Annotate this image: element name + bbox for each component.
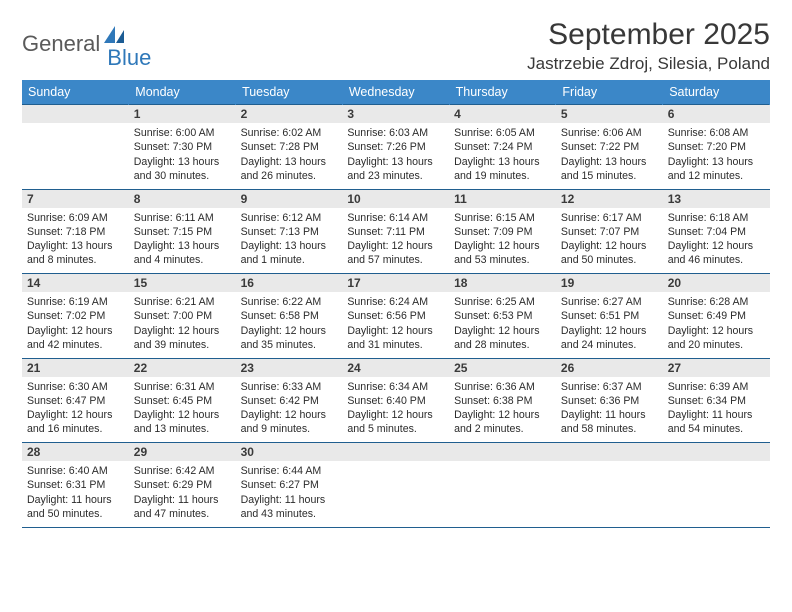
day-number-cell: 18: [449, 274, 556, 293]
month-title: September 2025: [527, 18, 770, 52]
day-number-cell: 29: [129, 443, 236, 462]
day-content-cell: Sunrise: 6:30 AMSunset: 6:47 PMDaylight:…: [22, 377, 129, 443]
day-number-cell: 1: [129, 105, 236, 124]
day-content-row: Sunrise: 6:09 AMSunset: 7:18 PMDaylight:…: [22, 208, 770, 274]
day-content-row: Sunrise: 6:30 AMSunset: 6:47 PMDaylight:…: [22, 377, 770, 443]
day-number-cell: 13: [663, 189, 770, 208]
day-number-cell: 14: [22, 274, 129, 293]
day-content-cell: Sunrise: 6:00 AMSunset: 7:30 PMDaylight:…: [129, 123, 236, 189]
day-number-cell: 12: [556, 189, 663, 208]
day-number-cell: 24: [342, 358, 449, 377]
day-content-cell: Sunrise: 6:17 AMSunset: 7:07 PMDaylight:…: [556, 208, 663, 274]
day-number-row: 14151617181920: [22, 274, 770, 293]
logo-text-general: General: [22, 31, 100, 57]
day-content-cell: Sunrise: 6:37 AMSunset: 6:36 PMDaylight:…: [556, 377, 663, 443]
day-number-row: 21222324252627: [22, 358, 770, 377]
day-content-cell: Sunrise: 6:39 AMSunset: 6:34 PMDaylight:…: [663, 377, 770, 443]
day-content-cell: Sunrise: 6:09 AMSunset: 7:18 PMDaylight:…: [22, 208, 129, 274]
logo: General Blue: [22, 18, 171, 61]
day-number-cell: 8: [129, 189, 236, 208]
day-content-cell: Sunrise: 6:44 AMSunset: 6:27 PMDaylight:…: [236, 461, 343, 527]
day-number-cell: 19: [556, 274, 663, 293]
day-number-cell: 10: [342, 189, 449, 208]
day-content-row: Sunrise: 6:40 AMSunset: 6:31 PMDaylight:…: [22, 461, 770, 527]
day-number-cell: 20: [663, 274, 770, 293]
day-number-cell: 2: [236, 105, 343, 124]
weekday-header: Friday: [556, 80, 663, 105]
day-number-cell: 3: [342, 105, 449, 124]
day-content-cell: [22, 123, 129, 189]
day-content-cell: Sunrise: 6:15 AMSunset: 7:09 PMDaylight:…: [449, 208, 556, 274]
day-number-cell: [663, 443, 770, 462]
day-number-cell: 26: [556, 358, 663, 377]
day-content-cell: Sunrise: 6:28 AMSunset: 6:49 PMDaylight:…: [663, 292, 770, 358]
day-number-cell: 27: [663, 358, 770, 377]
calendar-body: 123456Sunrise: 6:00 AMSunset: 7:30 PMDay…: [22, 105, 770, 528]
header: General Blue September 2025 Jastrzebie Z…: [22, 18, 770, 74]
day-number-cell: 6: [663, 105, 770, 124]
calendar-page: General Blue September 2025 Jastrzebie Z…: [0, 0, 792, 528]
day-number-cell: 21: [22, 358, 129, 377]
day-content-cell: Sunrise: 6:05 AMSunset: 7:24 PMDaylight:…: [449, 123, 556, 189]
day-content-cell: Sunrise: 6:21 AMSunset: 7:00 PMDaylight:…: [129, 292, 236, 358]
day-number-cell: 22: [129, 358, 236, 377]
day-content-cell: Sunrise: 6:33 AMSunset: 6:42 PMDaylight:…: [236, 377, 343, 443]
day-number-cell: 23: [236, 358, 343, 377]
day-number-cell: [556, 443, 663, 462]
day-number-row: 123456: [22, 105, 770, 124]
day-number-cell: [449, 443, 556, 462]
weekday-header: Thursday: [449, 80, 556, 105]
logo-text-blue: Blue: [107, 45, 151, 71]
day-content-cell: Sunrise: 6:25 AMSunset: 6:53 PMDaylight:…: [449, 292, 556, 358]
day-content-cell: [663, 461, 770, 527]
day-content-cell: Sunrise: 6:12 AMSunset: 7:13 PMDaylight:…: [236, 208, 343, 274]
weekday-header: Wednesday: [342, 80, 449, 105]
day-number-row: 78910111213: [22, 189, 770, 208]
day-content-cell: Sunrise: 6:06 AMSunset: 7:22 PMDaylight:…: [556, 123, 663, 189]
day-content-cell: Sunrise: 6:34 AMSunset: 6:40 PMDaylight:…: [342, 377, 449, 443]
weekday-header: Saturday: [663, 80, 770, 105]
day-content-cell: Sunrise: 6:18 AMSunset: 7:04 PMDaylight:…: [663, 208, 770, 274]
day-content-cell: [342, 461, 449, 527]
calendar-table: Sunday Monday Tuesday Wednesday Thursday…: [22, 80, 770, 528]
day-content-cell: Sunrise: 6:03 AMSunset: 7:26 PMDaylight:…: [342, 123, 449, 189]
day-content-cell: Sunrise: 6:14 AMSunset: 7:11 PMDaylight:…: [342, 208, 449, 274]
day-content-cell: Sunrise: 6:36 AMSunset: 6:38 PMDaylight:…: [449, 377, 556, 443]
day-number-cell: 9: [236, 189, 343, 208]
day-content-cell: Sunrise: 6:27 AMSunset: 6:51 PMDaylight:…: [556, 292, 663, 358]
weekday-header: Monday: [129, 80, 236, 105]
day-content-cell: [556, 461, 663, 527]
day-content-cell: [449, 461, 556, 527]
day-number-cell: 17: [342, 274, 449, 293]
day-number-cell: 7: [22, 189, 129, 208]
day-number-cell: 5: [556, 105, 663, 124]
day-content-cell: Sunrise: 6:24 AMSunset: 6:56 PMDaylight:…: [342, 292, 449, 358]
day-number-cell: 16: [236, 274, 343, 293]
day-number-row: 282930: [22, 443, 770, 462]
day-number-cell: 4: [449, 105, 556, 124]
day-content-row: Sunrise: 6:19 AMSunset: 7:02 PMDaylight:…: [22, 292, 770, 358]
day-number-cell: 15: [129, 274, 236, 293]
day-content-cell: Sunrise: 6:11 AMSunset: 7:15 PMDaylight:…: [129, 208, 236, 274]
day-content-cell: Sunrise: 6:22 AMSunset: 6:58 PMDaylight:…: [236, 292, 343, 358]
weekday-header: Tuesday: [236, 80, 343, 105]
day-content-cell: Sunrise: 6:40 AMSunset: 6:31 PMDaylight:…: [22, 461, 129, 527]
day-number-cell: 28: [22, 443, 129, 462]
day-content-cell: Sunrise: 6:08 AMSunset: 7:20 PMDaylight:…: [663, 123, 770, 189]
day-content-cell: Sunrise: 6:19 AMSunset: 7:02 PMDaylight:…: [22, 292, 129, 358]
day-content-cell: Sunrise: 6:31 AMSunset: 6:45 PMDaylight:…: [129, 377, 236, 443]
title-block: September 2025 Jastrzebie Zdroj, Silesia…: [527, 18, 770, 74]
day-number-cell: 25: [449, 358, 556, 377]
day-content-cell: Sunrise: 6:42 AMSunset: 6:29 PMDaylight:…: [129, 461, 236, 527]
day-number-cell: [342, 443, 449, 462]
weekday-header-row: Sunday Monday Tuesday Wednesday Thursday…: [22, 80, 770, 105]
day-number-cell: [22, 105, 129, 124]
day-number-cell: 11: [449, 189, 556, 208]
day-content-cell: Sunrise: 6:02 AMSunset: 7:28 PMDaylight:…: [236, 123, 343, 189]
day-number-cell: 30: [236, 443, 343, 462]
location: Jastrzebie Zdroj, Silesia, Poland: [527, 54, 770, 74]
weekday-header: Sunday: [22, 80, 129, 105]
day-content-row: Sunrise: 6:00 AMSunset: 7:30 PMDaylight:…: [22, 123, 770, 189]
